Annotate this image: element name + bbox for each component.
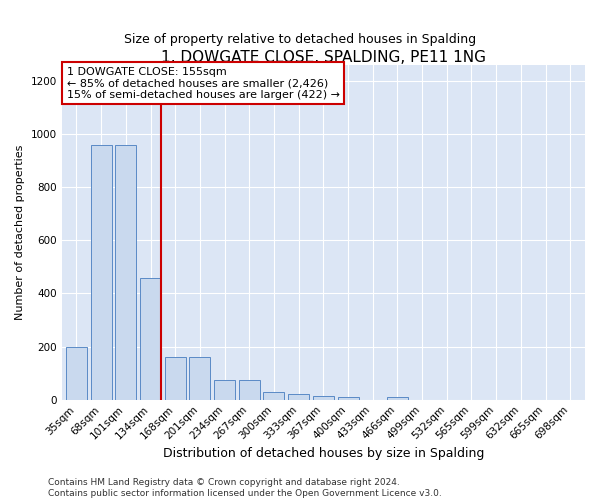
Text: Contains HM Land Registry data © Crown copyright and database right 2024.
Contai: Contains HM Land Registry data © Crown c… bbox=[48, 478, 442, 498]
Bar bbox=[338, 396, 359, 400]
Bar bbox=[263, 392, 284, 400]
Bar bbox=[288, 394, 309, 400]
Bar bbox=[115, 144, 136, 400]
Bar bbox=[239, 380, 260, 400]
Bar bbox=[387, 396, 408, 400]
X-axis label: Distribution of detached houses by size in Spalding: Distribution of detached houses by size … bbox=[163, 447, 484, 460]
Bar bbox=[190, 357, 211, 400]
Bar bbox=[165, 357, 186, 400]
Bar bbox=[214, 380, 235, 400]
Y-axis label: Number of detached properties: Number of detached properties bbox=[15, 144, 25, 320]
Text: Size of property relative to detached houses in Spalding: Size of property relative to detached ho… bbox=[124, 32, 476, 46]
Bar bbox=[66, 346, 87, 400]
Bar bbox=[91, 144, 112, 400]
Text: 1 DOWGATE CLOSE: 155sqm
← 85% of detached houses are smaller (2,426)
15% of semi: 1 DOWGATE CLOSE: 155sqm ← 85% of detache… bbox=[67, 66, 340, 100]
Title: 1, DOWGATE CLOSE, SPALDING, PE11 1NG: 1, DOWGATE CLOSE, SPALDING, PE11 1NG bbox=[161, 50, 486, 65]
Bar bbox=[313, 396, 334, 400]
Bar bbox=[140, 278, 161, 400]
